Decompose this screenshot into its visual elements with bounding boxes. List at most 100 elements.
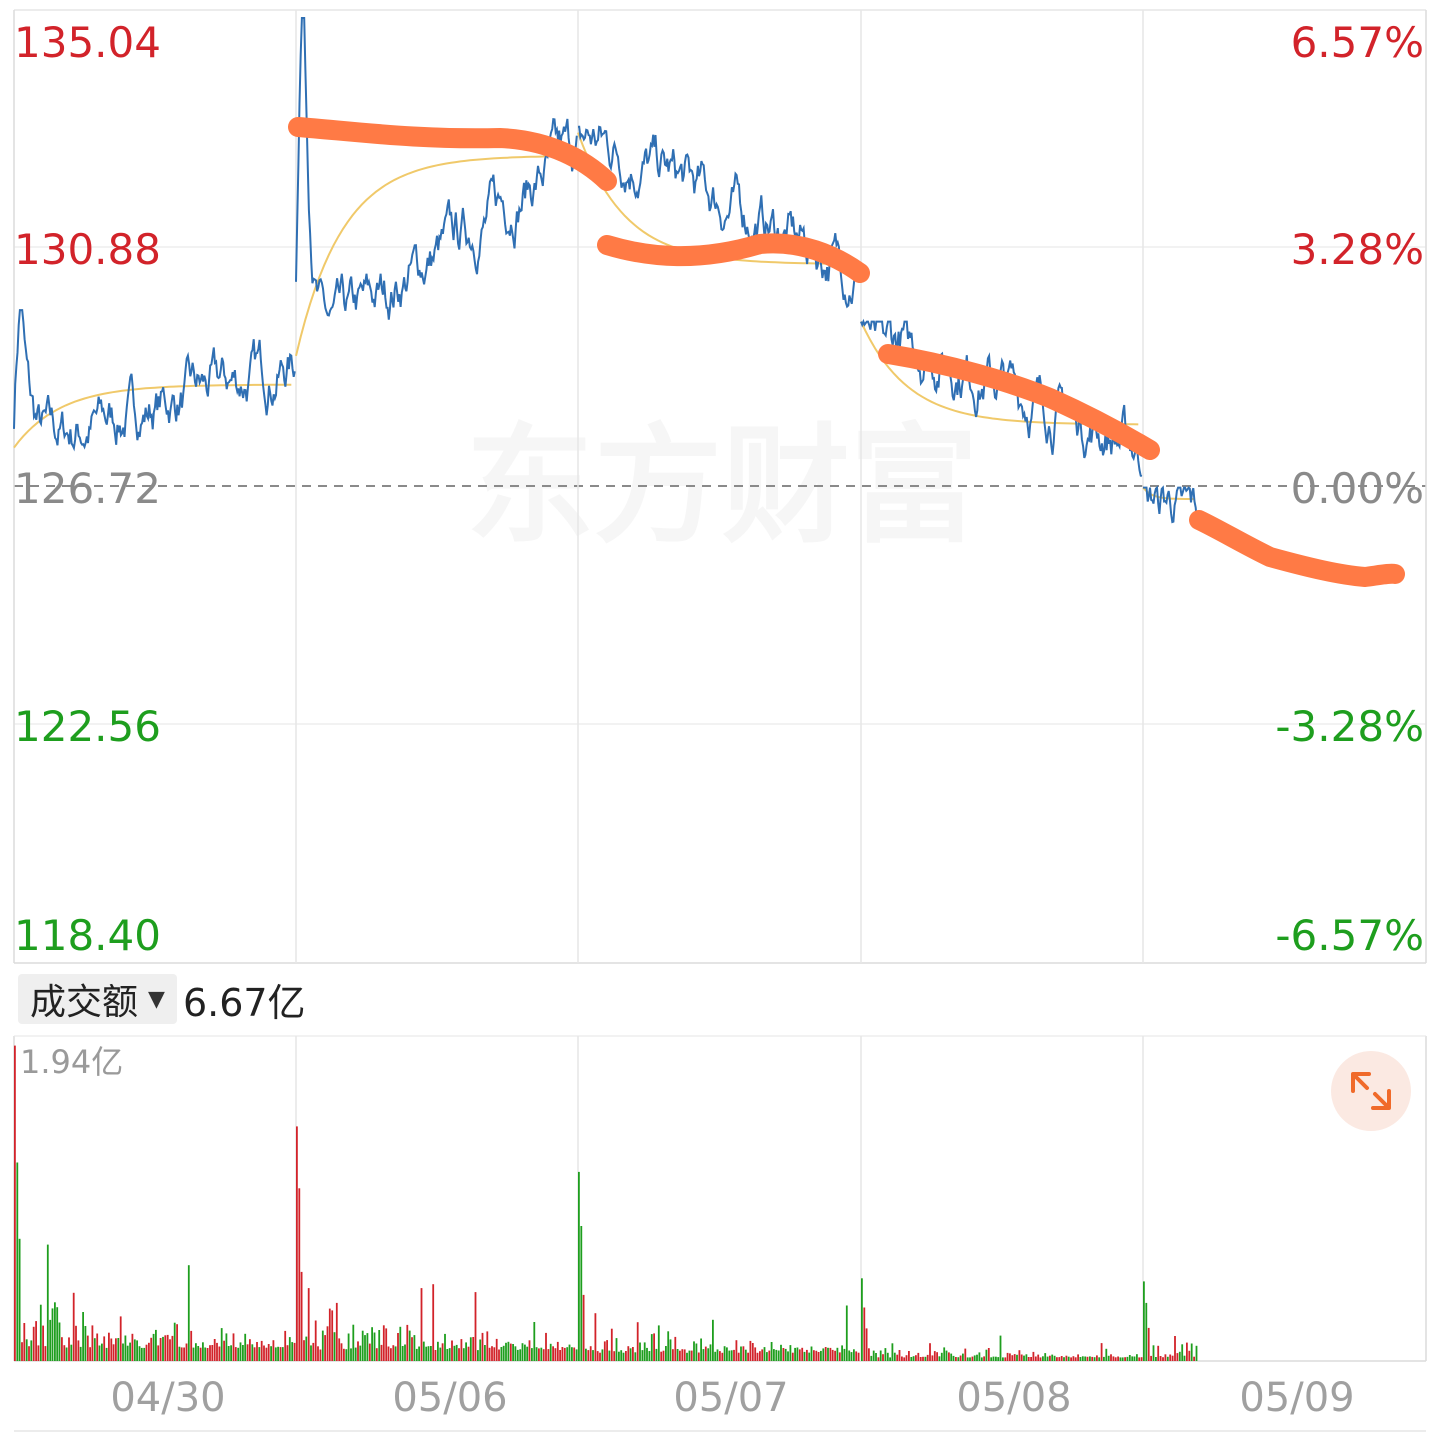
volume-bar — [432, 1284, 435, 1361]
volume-bar — [726, 1347, 728, 1361]
volume-bar — [836, 1347, 839, 1361]
volume-bar — [1042, 1356, 1044, 1361]
volume-bar — [966, 1357, 969, 1361]
volume-bar — [481, 1332, 484, 1361]
volume-bar — [122, 1343, 124, 1361]
volume-bar — [1162, 1357, 1164, 1361]
volume-bar — [375, 1348, 378, 1361]
volume-bar — [749, 1340, 752, 1361]
volume-bar — [1013, 1354, 1016, 1361]
volume-bar — [169, 1339, 171, 1361]
volume-bar — [18, 1238, 21, 1361]
volume-bar — [326, 1326, 329, 1361]
volume-bar — [138, 1346, 141, 1361]
volume-bar — [385, 1328, 388, 1361]
volume-bar — [119, 1316, 122, 1361]
volume-bar — [587, 1350, 590, 1361]
volume-bar — [1195, 1345, 1198, 1361]
date-label: 05/06 — [392, 1375, 507, 1421]
volume-bar — [789, 1345, 792, 1361]
volume-bar — [606, 1340, 608, 1361]
volume-bar — [834, 1350, 836, 1361]
volume-bar — [521, 1343, 524, 1361]
volume-bar — [1105, 1348, 1108, 1361]
volume-bar — [46, 1244, 49, 1361]
volume-bar — [917, 1352, 920, 1361]
volume-bar — [500, 1347, 503, 1361]
volume-bar — [563, 1347, 566, 1361]
volume-bar — [1044, 1353, 1047, 1361]
volume-bar — [1060, 1356, 1063, 1361]
volume-bar — [380, 1344, 383, 1361]
volume-bar — [35, 1321, 37, 1361]
volume-bar — [272, 1340, 275, 1361]
expand-chart-button[interactable] — [1331, 1051, 1411, 1131]
volume-bar — [49, 1319, 52, 1361]
volume-bar — [773, 1349, 775, 1361]
volume-bar — [667, 1331, 670, 1361]
volume-bar — [985, 1349, 988, 1361]
volume-bar — [451, 1340, 453, 1361]
volume-bar — [227, 1346, 230, 1361]
volume-bar — [868, 1348, 870, 1361]
volume-bar — [829, 1347, 832, 1361]
volume-bar — [505, 1342, 507, 1361]
volume-bar — [573, 1347, 576, 1361]
volume-bar — [460, 1339, 463, 1361]
percent-label: -3.28% — [1275, 702, 1424, 751]
volume-bar — [232, 1333, 235, 1361]
volume-bar — [126, 1345, 129, 1361]
volume-bar — [1051, 1354, 1054, 1361]
volume-bar — [820, 1350, 822, 1361]
volume-bar — [784, 1348, 787, 1361]
volume-bar — [77, 1340, 80, 1361]
volume-bar — [239, 1342, 242, 1361]
volume-bar — [25, 1339, 28, 1361]
volume-bar — [474, 1292, 477, 1361]
volume-bar — [63, 1345, 66, 1361]
volume-bar — [971, 1356, 974, 1361]
triangle-down-icon: ▼ — [148, 986, 165, 1012]
volume-bar — [439, 1347, 442, 1361]
volume-bar — [418, 1346, 420, 1361]
volume-bar — [1084, 1356, 1087, 1361]
volume-bar — [618, 1351, 620, 1361]
volume-bar — [251, 1344, 254, 1361]
volume-bar — [427, 1346, 430, 1361]
volume-type-dropdown[interactable]: 成交额 ▼ — [18, 974, 177, 1024]
volume-bar — [1065, 1355, 1068, 1361]
volume-bar — [810, 1346, 813, 1361]
volume-bar — [1070, 1357, 1072, 1361]
volume-bar — [737, 1352, 740, 1361]
volume-bar — [14, 1045, 16, 1361]
volume-bar — [164, 1335, 167, 1361]
volume-bar — [915, 1355, 917, 1361]
volume-bar — [117, 1338, 120, 1361]
volume-bar — [589, 1346, 592, 1361]
volume-bar — [1152, 1345, 1155, 1361]
volume-bar — [608, 1350, 611, 1361]
volume-bar — [622, 1352, 625, 1361]
volume-bar — [1074, 1357, 1077, 1361]
volume-bar — [387, 1346, 390, 1361]
volume-bar — [674, 1336, 677, 1361]
volume-bar — [110, 1338, 113, 1361]
volume-bar — [787, 1351, 789, 1361]
volume-bar — [1077, 1354, 1079, 1361]
volume-bar — [891, 1343, 894, 1361]
volume-bar — [709, 1344, 712, 1361]
volume-bar — [68, 1337, 70, 1361]
volume-bar — [145, 1344, 148, 1361]
volume-bar — [192, 1347, 195, 1361]
volume-bar — [735, 1340, 738, 1361]
volume-bar — [310, 1345, 312, 1361]
volume-bar — [467, 1346, 470, 1361]
volume-bar — [817, 1352, 820, 1361]
volume-bar — [592, 1350, 594, 1361]
annotation-stroke — [1189, 510, 1405, 587]
volume-bar — [693, 1341, 695, 1361]
volume-bar — [683, 1349, 686, 1361]
volume-bar — [345, 1349, 348, 1361]
volume-bar — [997, 1357, 1000, 1361]
volume-bar — [21, 1342, 23, 1361]
